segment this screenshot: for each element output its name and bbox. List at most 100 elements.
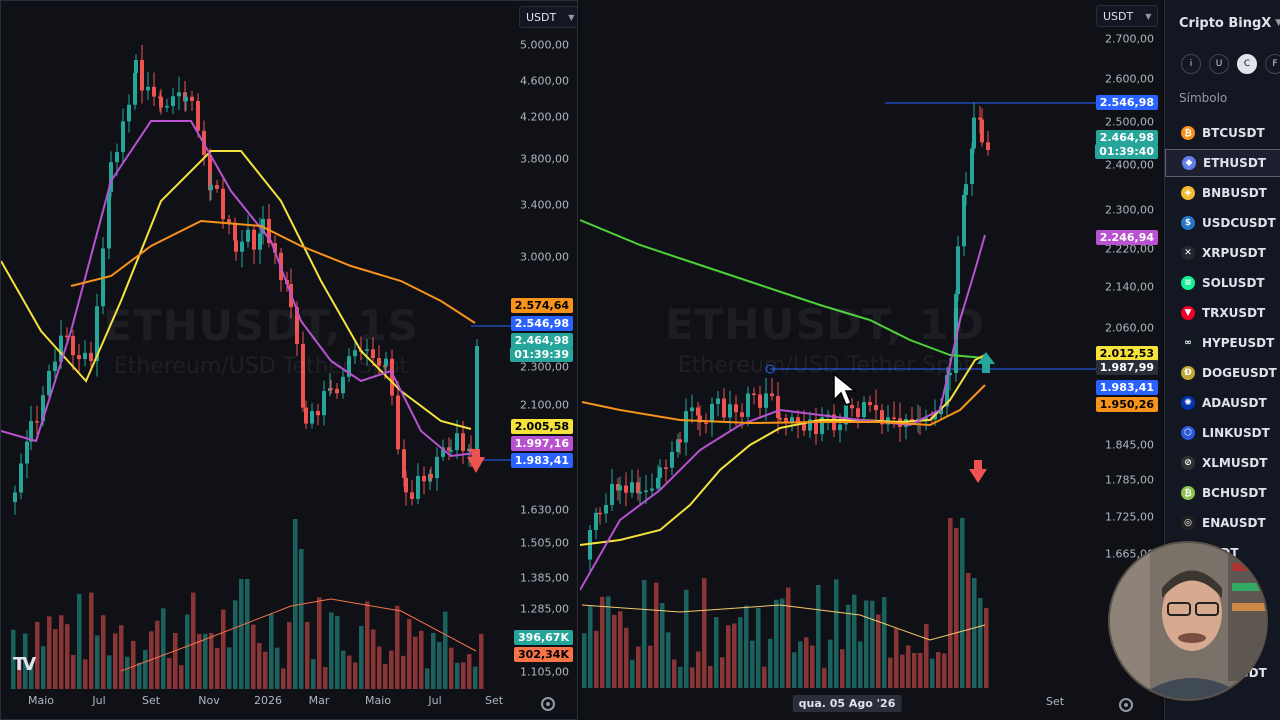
weekly-candles	[13, 44, 479, 515]
symbol-label: BTCUSDT	[1202, 126, 1265, 140]
candle-body	[301, 343, 305, 408]
volume-bar	[942, 653, 947, 688]
time-tick: Maio	[364, 694, 392, 707]
candle-body	[770, 393, 774, 397]
watchlist-item-btcusdt[interactable]: ₿ BTCUSDT	[1165, 119, 1280, 147]
candle-body	[435, 456, 439, 479]
candle-body	[171, 96, 175, 106]
watchlist-item-ethusdt[interactable]: ◆ ETHUSDT	[1165, 149, 1280, 177]
candle-body	[240, 241, 244, 252]
price-axis[interactable]: 5.000,00 4.600,00 4.200,00 3.800,00 3.400,00…	[501, 1, 577, 691]
price-label: 1.983,41	[1095, 380, 1158, 395]
watchlist-item-bchusdt[interactable]: ₿ BCHUSDT	[1165, 479, 1280, 507]
candle-body	[710, 403, 714, 423]
candle-body	[429, 474, 433, 479]
link-coin-icon: ⬡	[1181, 426, 1195, 440]
candle-body	[25, 441, 29, 464]
volume-bar	[203, 633, 208, 689]
filter-tab-c[interactable]: C	[1237, 54, 1257, 74]
watchlist-item-enausdt[interactable]: ◎ ENAUSDT	[1165, 509, 1280, 537]
symbol-label: TRXUSDT	[1202, 306, 1266, 320]
candle-body	[390, 358, 394, 396]
watchlist-item-usdcusdt[interactable]: $ USDCUSDT	[1165, 209, 1280, 237]
candle-body	[208, 154, 212, 191]
candle-body	[956, 246, 960, 295]
candle-body	[71, 335, 75, 356]
price-axis[interactable]: 2.700,00 2.600,00 2.500,00 2.400,00 2.300,00…	[1080, 0, 1162, 690]
currency-selector[interactable]: USDT ▼	[1096, 5, 1159, 27]
candle-body	[422, 475, 426, 482]
bnb-coin-icon: ◈	[1181, 186, 1195, 200]
filter-tab-u[interactable]: U	[1209, 54, 1229, 74]
eth-coin-icon: ◆	[1182, 156, 1196, 170]
candle-body	[121, 121, 125, 153]
volume-bar	[930, 658, 935, 688]
volume-bar	[257, 643, 262, 689]
price-label: 2.546,98	[510, 316, 573, 331]
price-tick: 3.000,00	[520, 250, 569, 264]
currency-selector[interactable]: USDT ▼	[519, 6, 577, 28]
filter-tab-i[interactable]: i	[1181, 54, 1201, 74]
price-tick: 2.060,00	[1105, 321, 1154, 335]
price-tick: 1.285,00	[520, 602, 569, 616]
price-label: 302,34K	[514, 647, 573, 662]
filter-tab-f[interactable]: F	[1265, 54, 1280, 74]
watchlist-item-linkusdt[interactable]: ⬡ LINKUSDT	[1165, 419, 1280, 447]
volume-bar	[113, 633, 118, 689]
volume-bar	[41, 646, 46, 689]
candle-body	[676, 439, 680, 452]
candle-body	[945, 375, 949, 407]
candle-body	[146, 86, 150, 91]
candle-body	[624, 485, 628, 493]
volume-bar	[359, 626, 364, 689]
watchlist-item-dogeusdt[interactable]: Ð DOGEUSDT	[1165, 359, 1280, 387]
candle-body	[972, 117, 976, 149]
symbol-label: LINKUSDT	[1202, 426, 1270, 440]
volume-bar	[53, 629, 58, 689]
arrow-down-icon	[467, 449, 485, 473]
candle-body	[77, 355, 81, 360]
candle-body	[862, 402, 866, 418]
volume-bar	[365, 601, 370, 689]
volume-bar	[419, 630, 424, 689]
ema-green-line	[580, 219, 986, 359]
chevron-down-icon[interactable]: ▼	[1275, 18, 1280, 28]
watchlist-item-adausdt[interactable]: ✺ ADAUSDT	[1165, 389, 1280, 417]
watchlist-title[interactable]: Cripto BingX	[1179, 16, 1272, 31]
watchlist-item-solusdt[interactable]: ≡ SOLUSDT	[1165, 269, 1280, 297]
volume-bar	[588, 605, 593, 688]
column-header-symbol[interactable]: Símbolo	[1179, 91, 1228, 105]
chevron-down-icon: ▼	[1145, 11, 1152, 21]
watchlist-item-xlmusdt[interactable]: ⊘ XLMUSDT	[1165, 449, 1280, 477]
candle-body	[588, 529, 592, 560]
candle-body	[610, 484, 614, 506]
volume-bar	[431, 632, 436, 689]
weekly-chart-panel[interactable]: ETHUSDT, 1S Ethereum/USD Tether Spot USD…	[0, 0, 578, 720]
weekly-candlestick-chart[interactable]	[1, 1, 578, 720]
daily-candlestick-chart[interactable]	[580, 0, 1162, 720]
volume-bar	[233, 600, 238, 689]
price-tick: 1.785,00	[1105, 473, 1154, 487]
volume-bar	[347, 655, 352, 689]
volume-bar	[804, 637, 809, 688]
watchlist-item-xrpusdt[interactable]: ✕ XRPUSDT	[1165, 239, 1280, 267]
candle-body	[752, 393, 756, 396]
volume-bar	[714, 617, 719, 688]
volume-bar	[395, 605, 400, 689]
anchor-point	[765, 364, 775, 374]
gear-icon[interactable]	[541, 697, 555, 711]
bch-coin-icon: ₿	[1181, 486, 1195, 500]
candle-body	[396, 395, 400, 450]
volume-bar	[816, 584, 821, 688]
daily-candles	[588, 102, 990, 574]
candle-body	[910, 419, 914, 421]
watchlist-item-bnbusdt[interactable]: ◈ BNBUSDT	[1165, 179, 1280, 207]
gear-icon[interactable]	[1119, 698, 1133, 712]
candle-body	[127, 104, 131, 122]
daily-chart-panel[interactable]: ETHUSDT, 1D Ethereum/USD Tether Spot USD…	[580, 0, 1162, 720]
price-label: 2.546,98	[1095, 95, 1158, 110]
candle-body	[790, 417, 794, 422]
watchlist-item-hypeusdt[interactable]: ∞ HYPEUSDT	[1165, 329, 1280, 357]
watchlist-item-trxusdt[interactable]: ▼ TRXUSDT	[1165, 299, 1280, 327]
